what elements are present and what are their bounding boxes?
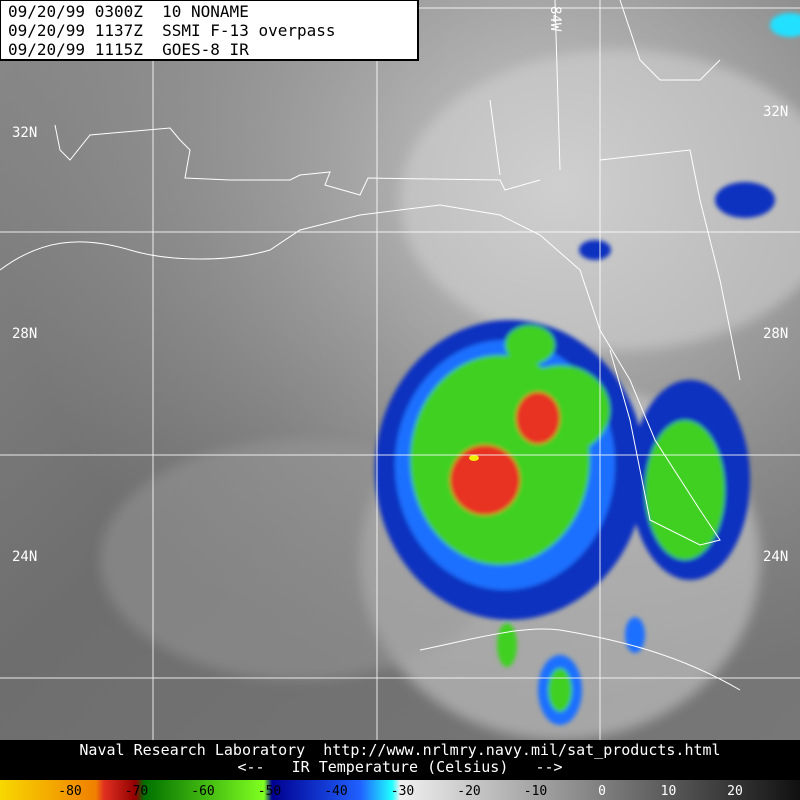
lat-label: 32N [12, 125, 37, 141]
colorbar-label: -60 [191, 784, 214, 799]
colorbar-label: -50 [258, 784, 281, 799]
scale-title: <-- IR Temperature (Celsius) --> [237, 758, 562, 776]
colorbar-label: -70 [125, 784, 148, 799]
lat-label: 28N [763, 326, 788, 342]
credit: Naval Research Laboratory http://www.nrl… [79, 741, 720, 759]
latitude-labels: 32N 32N 28N 28N 24N 24N 84W [12, 6, 788, 565]
lat-label: 32N [763, 104, 788, 120]
colorbar-label: 20 [727, 784, 743, 799]
satellite-image [0, 0, 800, 740]
lon-label: 84W [547, 6, 563, 32]
coastlines [0, 0, 741, 691]
colorbar-label: 0 [598, 784, 606, 799]
lat-label: 24N [763, 549, 788, 565]
header-line: 09/20/99 0300Z 10 NONAME [8, 2, 249, 21]
colorbar-label: -20 [457, 784, 480, 799]
lat-label: 28N [12, 326, 37, 342]
header-line: 09/20/99 1115Z GOES-8 IR [8, 40, 249, 59]
header-line: 09/20/99 1137Z SSMI F-13 overpass [8, 21, 336, 40]
colorbar-label: -40 [324, 784, 347, 799]
colorbar [0, 780, 800, 800]
lat-label: 24N [12, 549, 37, 565]
colorbar-label: -30 [391, 784, 414, 799]
footer: Naval Research Laboratory http://www.nrl… [0, 740, 800, 800]
header-box: 09/20/99 0300Z 10 NONAME 09/20/99 1137Z … [0, 0, 419, 61]
colorbar-labels: -80 -70 -60 -50 -40 -30 -20 -10 0 10 20 [58, 784, 743, 799]
colorbar-label: -80 [58, 784, 81, 799]
colorbar-label: -10 [524, 784, 547, 799]
colorbar-label: 10 [661, 784, 677, 799]
